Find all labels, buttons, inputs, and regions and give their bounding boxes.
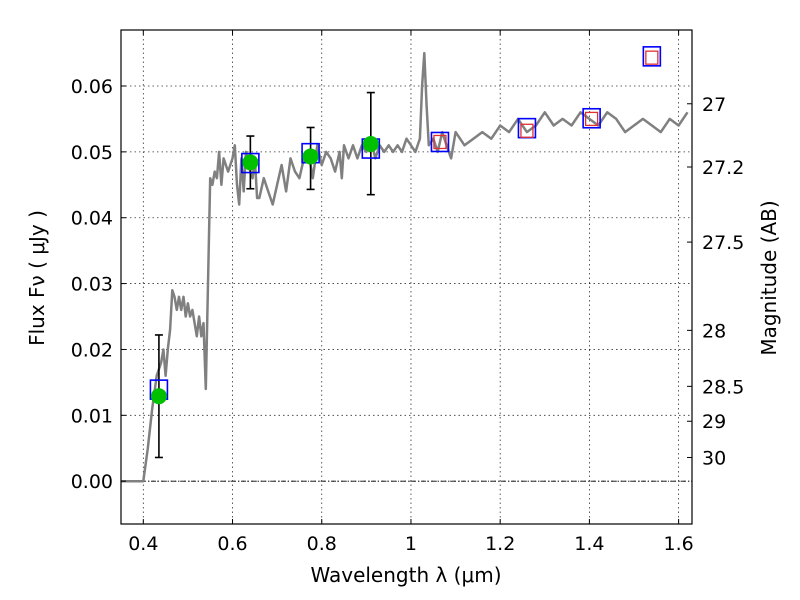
y2-tick-label: 29 <box>702 411 726 433</box>
upper-limit-point <box>645 50 659 65</box>
upper-limit-point <box>584 111 599 127</box>
y-tick-label: 0.01 <box>71 405 113 427</box>
axis-ticks: 0.4 0.6 0.8 1 1.2 1.4 1.6 0.00 0.01 0.02 0.03 0.04 0… <box>71 30 744 555</box>
y-tick-label: 0.04 <box>71 208 113 230</box>
y2-tick-label: 30 <box>702 447 726 469</box>
y-tick-label: 0.05 <box>71 142 113 164</box>
observed-point <box>302 148 319 165</box>
y-tick-label: 0.02 <box>71 339 113 361</box>
x-axis-label: Wavelength λ (μm) <box>310 563 501 587</box>
model-photometry-point <box>582 107 601 129</box>
model-photometry-point <box>642 46 662 67</box>
y2-tick-label: 28 <box>702 320 726 342</box>
plot-frame <box>120 29 693 525</box>
x-tick-label: 1.2 <box>485 533 515 555</box>
y2-tick-label: 28.5 <box>702 376 744 398</box>
model-photometry-point <box>430 131 450 153</box>
x-tick-label: 0.4 <box>128 533 158 555</box>
x-tick-label: 1.4 <box>574 533 604 555</box>
observed-point <box>362 135 379 152</box>
upper-limit-point <box>520 123 534 138</box>
plot-series <box>121 46 689 483</box>
observed-point <box>242 154 259 171</box>
x-tick-label: 1.6 <box>664 533 694 555</box>
model-photometry-point <box>241 152 260 174</box>
x-tick-label: 0.6 <box>217 533 247 555</box>
x-tick-label: 0.8 <box>307 533 337 555</box>
y-tick-label: 0.00 <box>71 471 113 493</box>
y-tick-label: 0.06 <box>71 76 113 98</box>
observed-point <box>150 388 167 405</box>
y2-tick-label: 27 <box>702 94 726 116</box>
y2-axis-label: Magnitude (AB) <box>757 200 781 355</box>
grid-lines <box>121 30 692 524</box>
upper-limit-point <box>433 134 447 150</box>
y-axis-label: Flux Fν ( μJy ) <box>25 210 49 346</box>
y-tick-label: 0.03 <box>71 274 113 296</box>
y2-tick-label: 27.5 <box>702 232 744 254</box>
x-tick-label: 1 <box>405 533 417 555</box>
spectrum-line <box>121 51 689 483</box>
y2-tick-label: 27.2 <box>702 157 744 179</box>
